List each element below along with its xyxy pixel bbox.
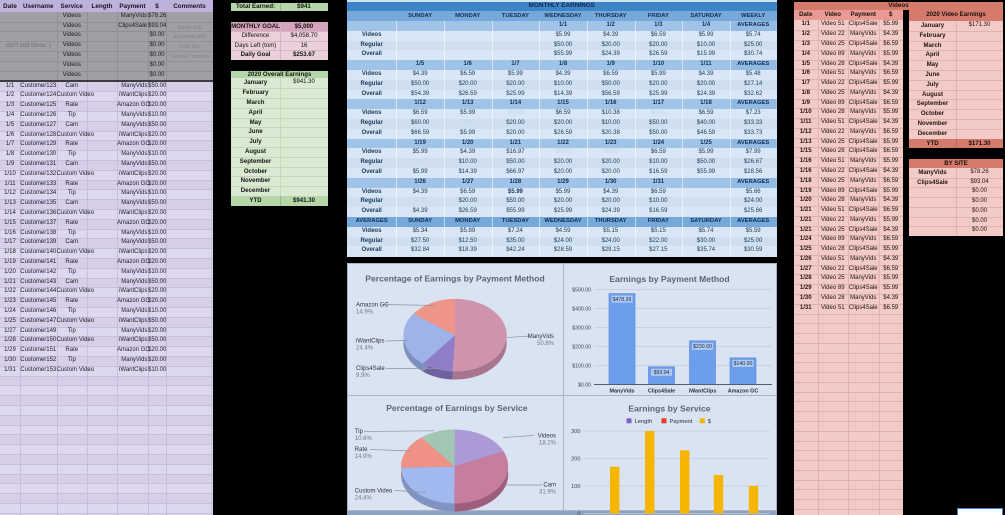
svg-text:$100.00: $100.00 (572, 364, 591, 370)
svg-text:ManyVids: ManyVids (528, 334, 554, 340)
svg-text:10.6%: 10.6% (355, 436, 373, 442)
svg-text:Percentage of Earnings by Serv: Percentage of Earnings by Service (386, 403, 528, 413)
svg-text:Cam: Cam (543, 483, 556, 489)
svg-text:0: 0 (577, 511, 580, 515)
svg-text:$200.00: $200.00 (572, 345, 591, 351)
svg-text:Amazon GC: Amazon GC (356, 303, 389, 309)
svg-text:9.9%: 9.9% (356, 373, 370, 379)
svg-text:24.4%: 24.4% (356, 346, 374, 352)
svg-text:$300.00: $300.00 (572, 326, 591, 332)
svg-text:200: 200 (571, 457, 580, 463)
svg-text:Rate: Rate (355, 447, 368, 453)
svg-text:18.2%: 18.2% (539, 440, 557, 446)
svg-text:ManyVids: ManyVids (609, 389, 634, 395)
svg-text:Length: Length (635, 419, 653, 425)
svg-text:$400.00: $400.00 (572, 307, 591, 313)
svg-text:Percentage of Earnings by Paym: Percentage of Earnings by Payment Method (365, 274, 545, 284)
svg-text:$230.00: $230.00 (693, 344, 712, 350)
svg-text:Clips4Sale: Clips4Sale (356, 366, 385, 372)
svg-text:Earnings by Service: Earnings by Service (628, 404, 710, 414)
svg-text:Custom Video: Custom Video (355, 488, 393, 494)
svg-text:Payment: Payment (670, 419, 693, 425)
svg-text:300: 300 (571, 429, 580, 435)
svg-text:$93.04: $93.04 (654, 370, 670, 376)
svg-text:Tip: Tip (355, 429, 364, 435)
svg-text:Videos: Videos (538, 433, 556, 439)
svg-text:$140.00: $140.00 (734, 361, 753, 367)
svg-text:iWantClips: iWantClips (689, 389, 717, 395)
svg-text:iWantClips: iWantClips (356, 339, 384, 345)
svg-text:$: $ (708, 419, 712, 425)
svg-text:14.9%: 14.9% (355, 454, 373, 460)
svg-text:Clips4Sale: Clips4Sale (648, 389, 675, 395)
svg-text:$0.00: $0.00 (578, 383, 591, 389)
svg-text:$478.26: $478.26 (613, 297, 632, 303)
svg-text:31.9%: 31.9% (539, 490, 557, 496)
svg-text:50.8%: 50.8% (537, 341, 555, 347)
svg-text:14.9%: 14.9% (356, 310, 374, 316)
svg-text:$500.00: $500.00 (572, 288, 591, 294)
svg-text:100: 100 (571, 484, 580, 490)
svg-text:Earnings by Payment Method: Earnings by Payment Method (609, 274, 729, 284)
svg-text:Amazon GC: Amazon GC (728, 389, 759, 395)
svg-text:24.4%: 24.4% (355, 495, 373, 501)
